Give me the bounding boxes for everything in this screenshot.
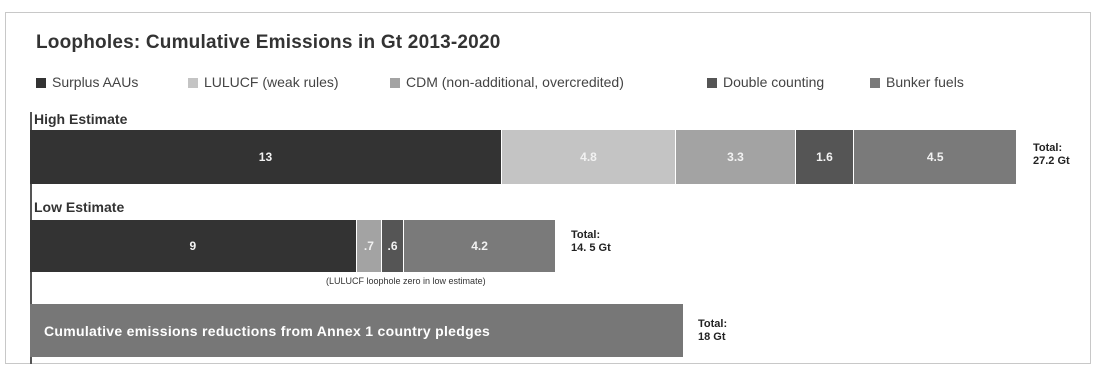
- annex1-pledges-bar: Cumulative emissions reductions from Ann…: [30, 304, 684, 357]
- chart-title: Loopholes: Cumulative Emissions in Gt 20…: [36, 32, 501, 53]
- high-total-value: 27.2 Gt: [1033, 155, 1070, 167]
- low-total-label: Total:: [571, 229, 601, 241]
- legend-label: Bunker fuels: [886, 74, 964, 90]
- bar-segment-lulucf-weak-rules: 4.8: [501, 130, 677, 184]
- bar-segment-bunker-fuels: 4.2: [403, 220, 557, 272]
- legend-swatch: [870, 78, 880, 88]
- legend-swatch: [707, 78, 717, 88]
- pledges-total: Total: 18 Gt: [698, 318, 727, 344]
- bar-segment-cdm-non-additional-overcredited: 3.3: [676, 130, 796, 184]
- high-estimate-label: High Estimate: [34, 111, 128, 127]
- high-total-label: Total:: [1033, 142, 1063, 154]
- pledges-total-label: Total:: [698, 318, 728, 330]
- legend-item-double-counting: Double counting: [707, 74, 824, 90]
- bar-segment-double-counting: .6: [382, 220, 404, 272]
- legend-label: Double counting: [723, 74, 825, 90]
- legend-label: Surplus AAUs: [52, 74, 139, 90]
- low-total-value: 14. 5 Gt: [571, 242, 611, 254]
- legend-swatch: [188, 78, 198, 88]
- legend-item-cdm-non-additional-overcredited: CDM (non-additional, overcredited): [390, 74, 624, 90]
- legend-label: CDM (non-additional, overcredited): [406, 74, 624, 90]
- lulucf-note: (LULUCF loophole zero in low estimate): [326, 276, 486, 286]
- bar-segment-double-counting: 1.6: [795, 130, 854, 184]
- bar-segment-bunker-fuels: 4.5: [854, 130, 1018, 184]
- high-estimate-total: Total: 27.2 Gt: [1033, 142, 1070, 168]
- bar-segment-cdm-non-additional-overcredited: .7: [356, 220, 383, 272]
- bar-segment-surplus-aaus: 13: [30, 130, 502, 184]
- bar-segment-surplus-aaus: 9: [30, 220, 357, 272]
- low-estimate-label: Low Estimate: [34, 199, 125, 215]
- legend-item-surplus-aaus: Surplus AAUs: [36, 74, 138, 90]
- legend-swatch: [390, 78, 400, 88]
- pledges-total-value: 18 Gt: [698, 331, 726, 343]
- legend-swatch: [36, 78, 46, 88]
- legend-item-bunker-fuels: Bunker fuels: [870, 74, 964, 90]
- legend-label: LULUCF (weak rules): [204, 74, 339, 90]
- low-estimate-total: Total: 14. 5 Gt: [571, 229, 611, 255]
- legend-item-lulucf-weak-rules: LULUCF (weak rules): [188, 74, 339, 90]
